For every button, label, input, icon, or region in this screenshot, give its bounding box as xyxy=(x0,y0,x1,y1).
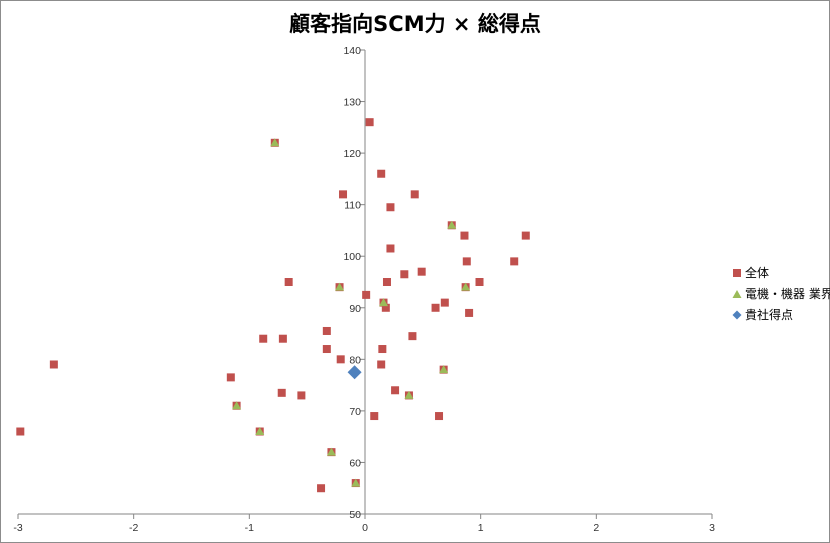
square-point xyxy=(377,169,386,178)
x-tick-label: -2 xyxy=(129,522,138,534)
y-tick-label: 60 xyxy=(349,457,361,469)
square-point xyxy=(391,386,400,395)
square-point xyxy=(362,290,371,299)
square-point xyxy=(435,412,444,421)
square-point xyxy=(370,412,379,421)
triangle-point xyxy=(326,447,336,456)
axes: -3 -2 -1 0 1 2 3 50 60 70 80 90 100 110 120 130 140 xyxy=(13,45,715,534)
legend-label: 電機・機器 業界 xyxy=(745,287,830,301)
y-tick-label: 110 xyxy=(344,200,361,212)
legend-item-industry: 電機・機器 業界 xyxy=(732,283,830,304)
square-point xyxy=(378,345,387,354)
square-point xyxy=(510,257,519,266)
triangle-point xyxy=(270,138,280,147)
triangle-point xyxy=(379,298,389,307)
legend-item-company: 貴社得点 xyxy=(732,304,830,325)
y-tick-label: 140 xyxy=(343,45,361,57)
square-point xyxy=(317,484,326,493)
triangle-point xyxy=(461,282,471,291)
square-point xyxy=(259,334,268,343)
square-point xyxy=(339,190,348,199)
data-marks xyxy=(16,118,530,493)
x-tick-label: -1 xyxy=(245,522,254,534)
square-point xyxy=(521,231,530,240)
y-tick-label: 90 xyxy=(349,303,361,315)
legend-item-all: 全体 xyxy=(732,262,830,283)
triangle-point xyxy=(404,390,414,399)
square-point xyxy=(417,267,426,276)
triangle-point xyxy=(335,282,345,291)
square-point xyxy=(336,355,345,364)
legend: 全体 電機・機器 業界 貴社得点 xyxy=(732,262,830,325)
square-point xyxy=(365,118,374,127)
square-point xyxy=(386,203,395,212)
x-tick-label: 3 xyxy=(709,522,715,534)
y-tick-label: 100 xyxy=(343,251,361,263)
y-tick-label: 130 xyxy=(343,97,361,109)
triangle-point xyxy=(447,220,457,229)
diamond-marker-icon xyxy=(732,310,742,319)
triangle-point xyxy=(439,365,449,374)
x-tick-label: 1 xyxy=(478,522,484,534)
square-point xyxy=(386,244,395,253)
square-marker-icon xyxy=(733,268,741,277)
diamond-point xyxy=(347,365,362,380)
square-point xyxy=(16,427,25,436)
chart-title: 顧客指向SCM力 × 総得点 xyxy=(289,12,541,36)
square-point xyxy=(382,278,391,286)
legend-label: 全体 xyxy=(745,266,770,280)
square-point xyxy=(408,332,417,341)
legend-label: 貴社得点 xyxy=(745,308,794,322)
square-point xyxy=(49,360,58,369)
square-point xyxy=(297,391,306,400)
square-point xyxy=(440,298,449,307)
x-tick-label: 0 xyxy=(362,522,368,534)
y-tick-label: 80 xyxy=(349,354,361,366)
square-point xyxy=(284,278,293,286)
square-point xyxy=(322,326,331,335)
triangle-point xyxy=(255,427,265,436)
square-point xyxy=(277,388,286,397)
square-point xyxy=(465,308,474,317)
square-point xyxy=(400,270,409,279)
square-point xyxy=(410,190,419,199)
x-tick-label: 2 xyxy=(593,522,599,534)
x-tick-label: -3 xyxy=(13,522,22,534)
square-point xyxy=(460,231,469,240)
square-point xyxy=(462,257,471,266)
square-point xyxy=(322,345,331,354)
square-point xyxy=(377,360,386,369)
triangle-point xyxy=(232,401,242,410)
square-point xyxy=(278,334,287,343)
square-point xyxy=(381,303,390,312)
square-point xyxy=(431,303,440,312)
triangle-point xyxy=(351,478,361,487)
y-tick-label: 70 xyxy=(349,406,361,418)
square-point xyxy=(226,373,235,382)
y-tick-label: 120 xyxy=(343,148,361,160)
triangle-marker-icon xyxy=(732,289,742,298)
y-tick-label: 50 xyxy=(349,509,361,521)
square-point xyxy=(475,278,484,286)
